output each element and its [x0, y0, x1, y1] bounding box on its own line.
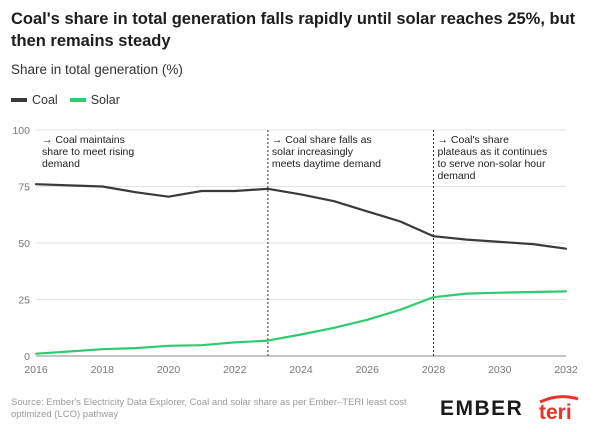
line-chart: 0 25 50 75 100 2016 2018 2020 2022 2024 2026 2028 20… — [12, 125, 578, 376]
legend-item-solar: Solar — [69, 93, 120, 107]
teri-logo-text: teri — [539, 401, 572, 423]
legend-item-coal: Coal — [11, 93, 58, 107]
legend-swatch-coal — [11, 98, 27, 102]
series-line-solar — [34, 290, 568, 355]
annotation-text: → Coal share falls as — [272, 134, 372, 146]
x-tick-label: 2024 — [289, 364, 313, 376]
chart-subtitle: Share in total generation (%) — [11, 62, 183, 77]
y-tick-label: 100 — [12, 125, 30, 137]
annotation-text: plateaus as it continues — [438, 146, 548, 158]
x-tick-label: 2020 — [157, 364, 181, 376]
y-tick-label: 75 — [18, 182, 30, 194]
x-tick-label: 2026 — [356, 364, 380, 376]
series-line-coal — [34, 183, 568, 250]
annotation-text: solar increasingly — [272, 146, 354, 158]
x-tick-label: 2018 — [91, 364, 115, 376]
legend-swatch-solar — [69, 98, 86, 102]
y-tick-label: 25 — [18, 295, 30, 307]
chart-title: Coal's share in total generation falls r… — [11, 10, 576, 50]
annotation-text: demand — [438, 170, 476, 182]
source-note: Source: Ember's Electricity Data Explore… — [11, 397, 407, 420]
annotation-text: demand — [42, 158, 80, 170]
annotation-text: → Coal maintains — [42, 134, 125, 146]
x-tick-label: 2028 — [422, 364, 446, 376]
legend-label-coal: Coal — [32, 93, 58, 107]
annotation-text: to serve non-solar hour — [438, 158, 546, 170]
teri-logo-swoosh — [539, 395, 579, 404]
annotation-text: → Coal's share — [438, 134, 510, 146]
y-tick-label: 0 — [24, 351, 30, 363]
annotation-text: meets daytime demand — [272, 158, 381, 170]
ember-logo: EMBER — [440, 397, 524, 420]
y-tick-label: 50 — [18, 238, 30, 250]
x-tick-label: 2030 — [488, 364, 512, 376]
x-tick-label: 2016 — [24, 364, 48, 376]
legend-label-solar: Solar — [90, 93, 120, 107]
chart-legend: Coal Solar — [11, 93, 124, 107]
x-tick-label: 2022 — [223, 364, 247, 376]
teri-logo: teri — [539, 395, 579, 423]
annotation-text: share to meet rising — [42, 146, 134, 158]
x-tick-label: 2032 — [554, 364, 578, 376]
